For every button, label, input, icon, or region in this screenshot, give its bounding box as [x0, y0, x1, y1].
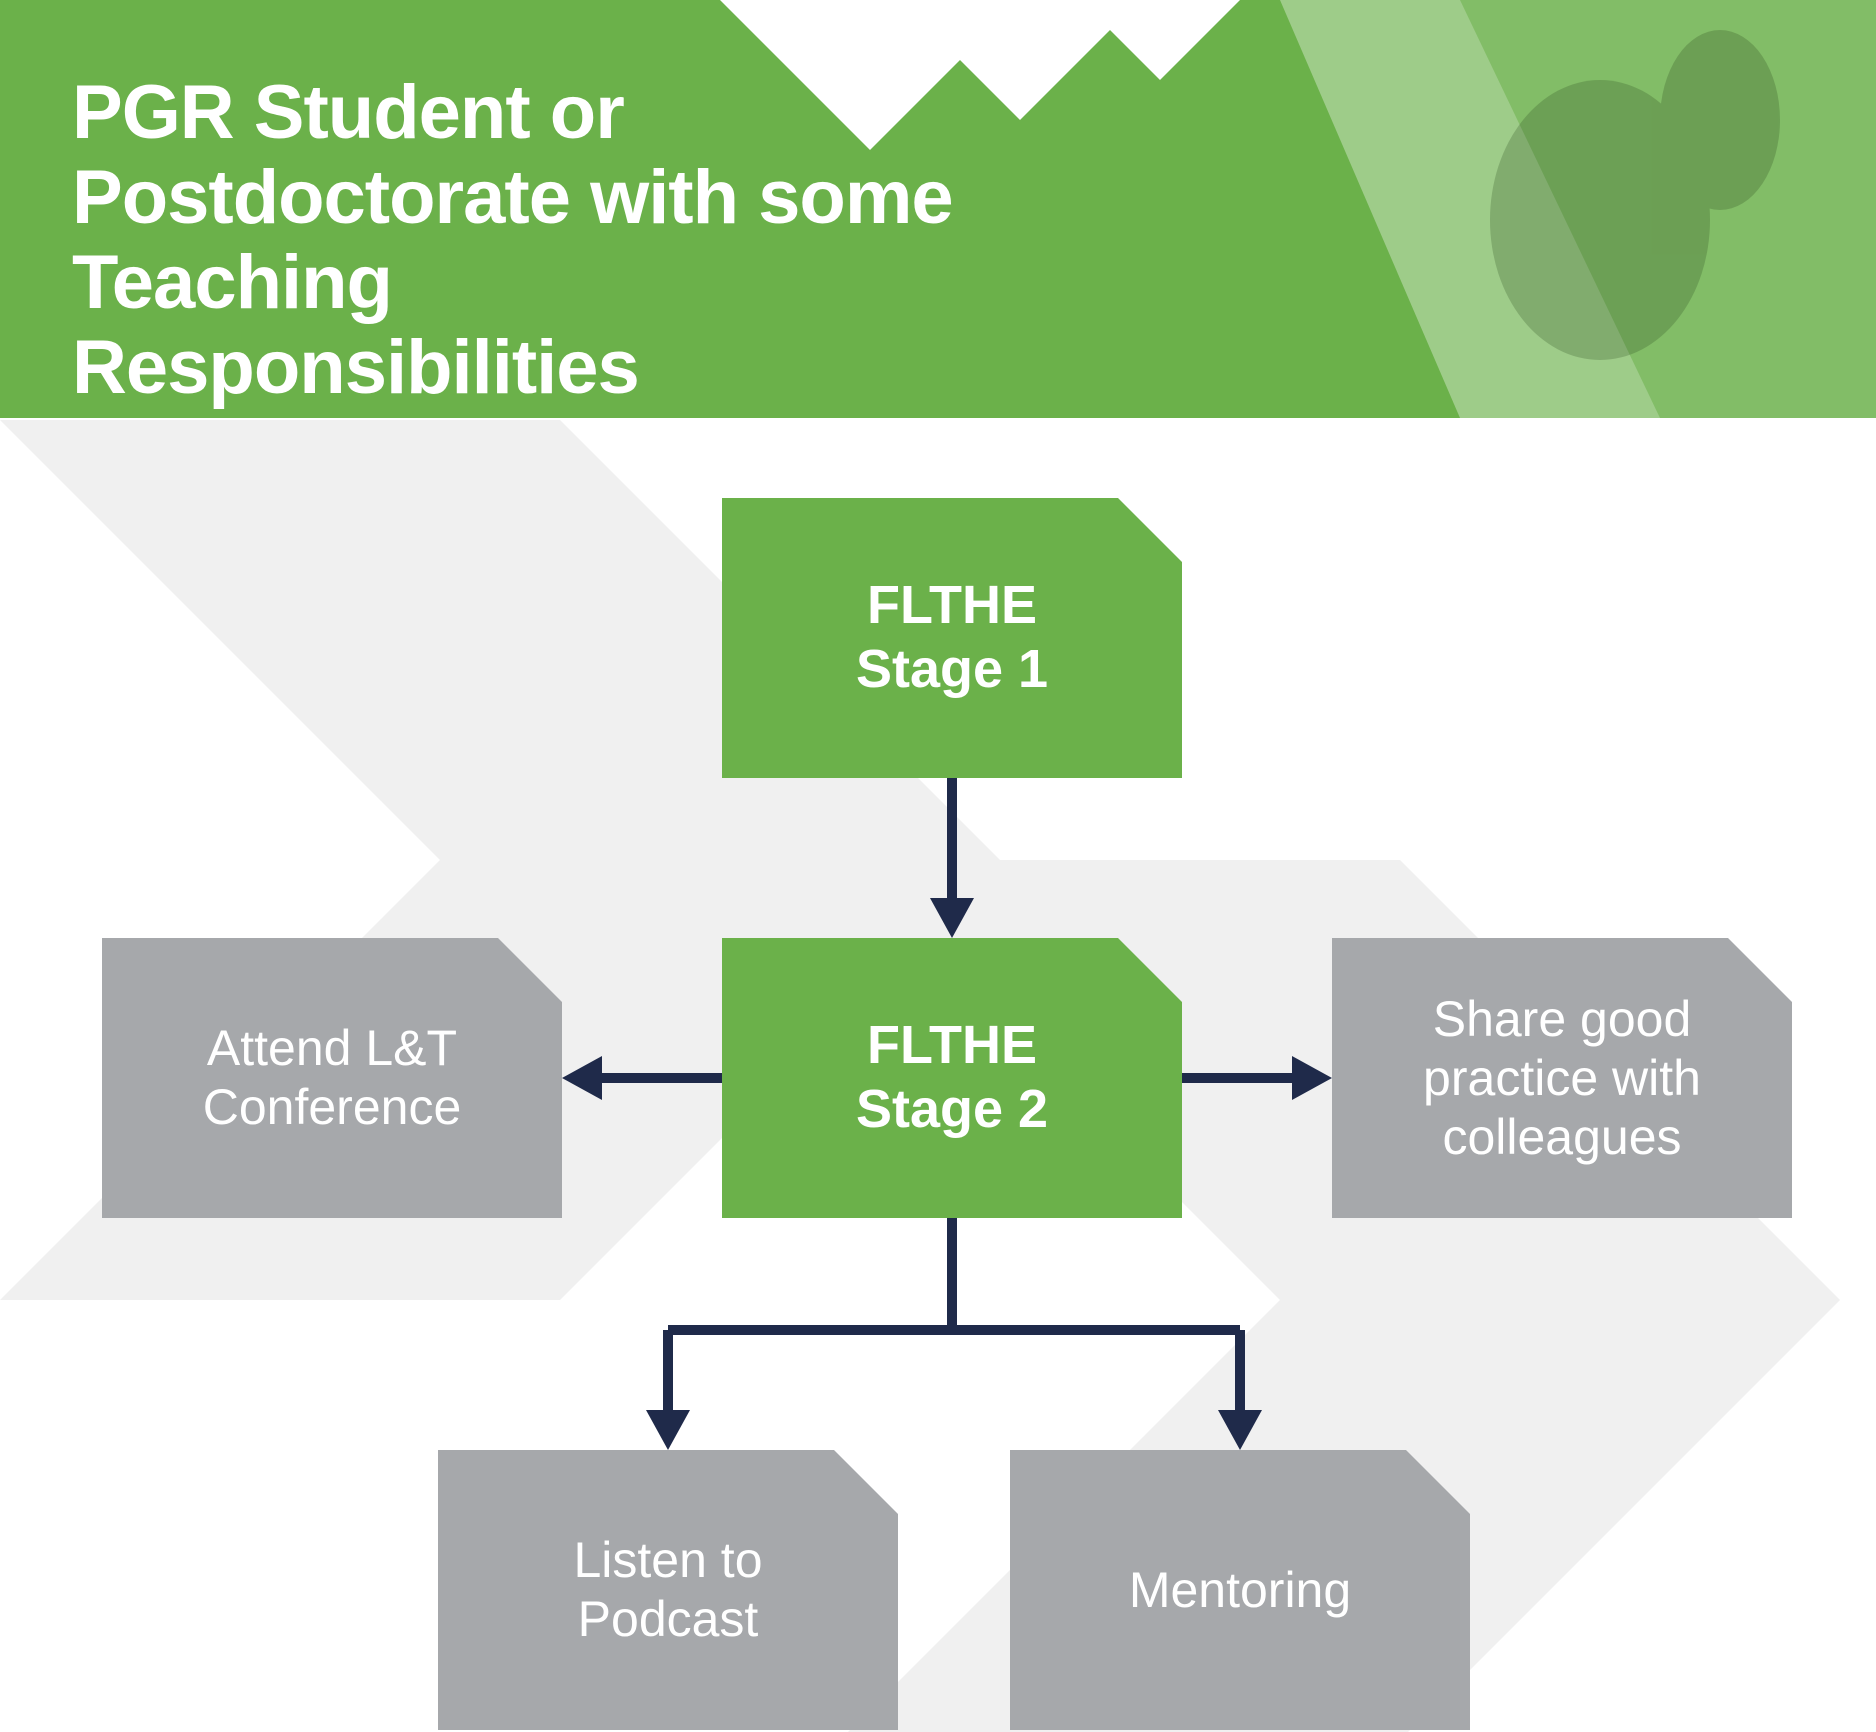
header: PGR Student or Postdoctorate with some T… — [0, 0, 1876, 418]
node-label: practice with — [1423, 1050, 1701, 1106]
node-label: Podcast — [578, 1591, 759, 1647]
node-label: colleagues — [1442, 1109, 1681, 1165]
node-flthe-stage2: FLTHE Stage 2 — [722, 938, 1182, 1218]
node-flthe-stage1: FLTHE Stage 1 — [722, 498, 1182, 778]
node-label: Stage 1 — [856, 639, 1048, 699]
node-label: Listen to — [573, 1532, 762, 1588]
node-label: FLTHE — [867, 575, 1037, 635]
node-label: Conference — [203, 1079, 462, 1135]
header-title: PGR Student or Postdoctorate with some T… — [72, 70, 972, 410]
node-share-practice: Share good practice with colleagues — [1332, 938, 1792, 1218]
node-listen-podcast: Listen to Podcast — [438, 1450, 898, 1730]
node-label: Mentoring — [1129, 1562, 1351, 1618]
node-label: Stage 2 — [856, 1079, 1048, 1139]
node-mentoring: Mentoring — [1010, 1450, 1470, 1730]
node-attend-conference: Attend L&T Conference — [102, 938, 562, 1218]
node-label: Attend L&T — [207, 1020, 457, 1076]
node-label: Share good — [1433, 991, 1692, 1047]
node-label: FLTHE — [867, 1015, 1037, 1075]
